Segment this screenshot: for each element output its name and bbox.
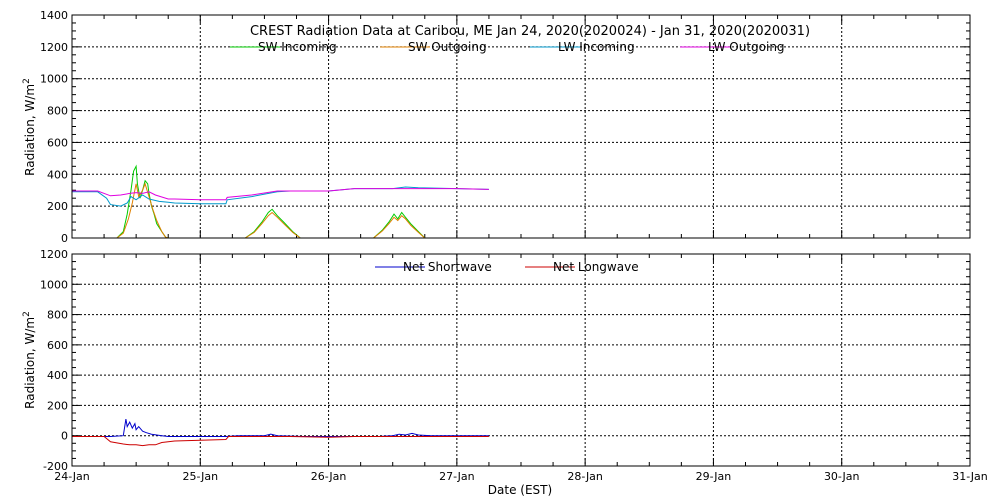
y-tick-label: 800 bbox=[47, 105, 68, 118]
legend-label: Net Shortwave bbox=[403, 260, 492, 274]
series-line-sw-outgoing bbox=[116, 182, 426, 238]
x-tick-label: 25-Jan bbox=[183, 470, 219, 483]
y-tick-label: 400 bbox=[47, 168, 68, 181]
series-line-sw-incoming bbox=[116, 164, 426, 238]
y-axis-title: Radiation, W/m2 bbox=[22, 311, 37, 409]
x-tick-label: 30-Jan bbox=[824, 470, 860, 483]
x-tick-label: 29-Jan bbox=[696, 470, 732, 483]
legend-label: LW Outgoing bbox=[708, 40, 785, 54]
y-tick-label: 1400 bbox=[40, 9, 68, 22]
y-tick-label: 1000 bbox=[40, 278, 68, 291]
y-tick-label: 200 bbox=[47, 200, 68, 213]
y-tick-label: 200 bbox=[47, 399, 68, 412]
plot-frame bbox=[71, 253, 971, 467]
series-line-net-longwave bbox=[72, 436, 489, 447]
legend-label: SW Outgoing bbox=[408, 40, 487, 54]
bottom-panel: -200 0 200 400 600 800 1000 1200 Radiation, W/m2… bbox=[22, 248, 988, 483]
y-tick-label: 400 bbox=[47, 369, 68, 382]
y-tick-label: -200 bbox=[43, 460, 68, 473]
y-tick-label: 800 bbox=[47, 309, 68, 322]
y-axis-title: Radiation, W/m2 bbox=[22, 78, 37, 176]
x-tick-label: 26-Jan bbox=[311, 470, 347, 483]
chart-title: CREST Radiation Data at Caribou, ME Jan … bbox=[250, 24, 810, 39]
x-axis-title: Date (EST) bbox=[488, 483, 552, 497]
y-tick-label: 1200 bbox=[40, 41, 68, 54]
legend-label: LW Incoming bbox=[558, 40, 635, 54]
x-tick-label: 28-Jan bbox=[567, 470, 603, 483]
x-tick-label: 24-Jan bbox=[54, 470, 90, 483]
y-tick-label: 1200 bbox=[40, 248, 68, 261]
x-tick-label: 27-Jan bbox=[439, 470, 475, 483]
series-line-net-shortwave bbox=[72, 419, 489, 437]
top-panel: 0 200 400 600 800 1000 1200 1400 Radiation, W/m2… bbox=[22, 9, 971, 245]
series-line-lw-outgoing bbox=[72, 188, 489, 201]
legend-label: Net Longwave bbox=[553, 260, 639, 274]
x-tick-label: 31-Jan bbox=[952, 470, 988, 483]
y-tick-label: 600 bbox=[47, 339, 68, 352]
y-tick-label: 600 bbox=[47, 136, 68, 149]
y-tick-label: 1000 bbox=[40, 73, 68, 86]
y-tick-label: 0 bbox=[61, 232, 68, 245]
plot-frame bbox=[71, 14, 971, 239]
legend-label: SW Incoming bbox=[258, 40, 337, 54]
y-tick-label: 0 bbox=[61, 430, 68, 443]
